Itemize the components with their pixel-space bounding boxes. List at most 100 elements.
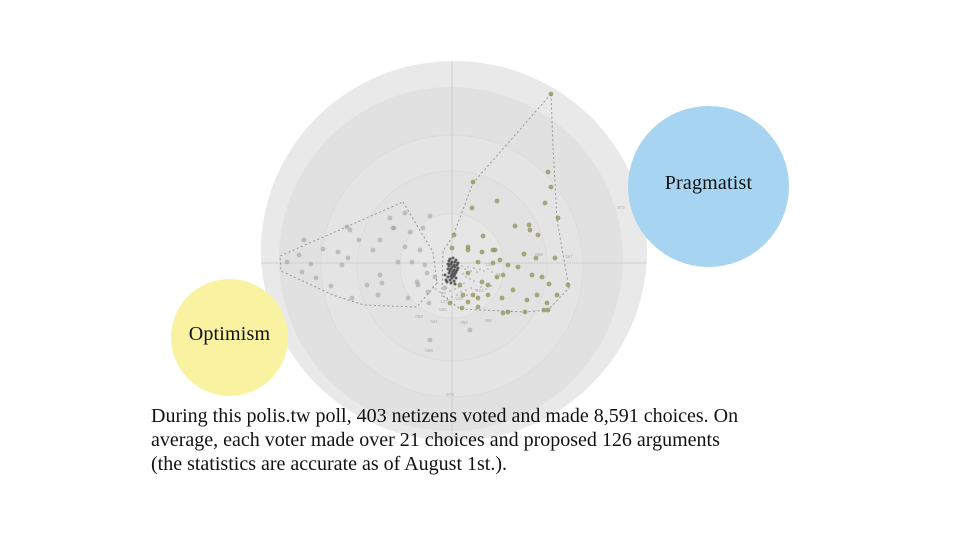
- pragmatist-participants-point: [485, 282, 491, 288]
- core-halo-point: [487, 268, 489, 270]
- pragmatist-participants-point: [449, 245, 455, 251]
- pragmatist-participants-point: [465, 299, 471, 305]
- dense-core-cluster-point: [449, 281, 453, 285]
- core-halo-point: [479, 268, 481, 270]
- core-halo-point: [446, 297, 448, 299]
- pragmatist-participants-point: [526, 222, 532, 228]
- dense-core-cluster-point: [447, 259, 451, 263]
- dense-core-cluster-point: [453, 265, 457, 269]
- dense-core-cluster-point: [455, 263, 459, 267]
- dense-core-cluster-point: [449, 262, 453, 266]
- core-halo-point: [490, 285, 492, 287]
- core-halo-point: [451, 296, 453, 298]
- pragmatist-participants-point: [505, 262, 511, 268]
- optimism-participants-point: [375, 292, 381, 298]
- micro-label: 098: [425, 348, 433, 353]
- optimism-participants-point: [284, 259, 290, 265]
- micro-label: 234: [495, 272, 503, 277]
- optimism-participants-point: [417, 247, 423, 253]
- core-halo-point: [463, 282, 465, 284]
- dense-core-cluster-point: [452, 274, 456, 278]
- pragmatist-participants-point: [497, 257, 503, 263]
- pragmatist-label: Pragmatist: [664, 171, 753, 194]
- pragmatist-participants-point: [548, 91, 554, 97]
- micro-label: 258: [484, 318, 492, 323]
- dense-core-cluster-point: [454, 276, 458, 280]
- optimism-participants-point: [370, 247, 376, 253]
- dense-core-cluster-point: [446, 267, 450, 271]
- pragmatist-participants-point: [460, 292, 466, 298]
- caption-line-1: During this polis.tw poll, 403 netizens …: [151, 405, 739, 427]
- pragmatist-participants-point: [494, 198, 500, 204]
- pragmatist-participants-point: [512, 223, 518, 229]
- pragmatist-participants-point: [475, 304, 481, 310]
- dense-core-cluster-point: [451, 256, 455, 260]
- optimism-participants-point: [467, 327, 473, 333]
- caption-line-3: (the statistics are accurate as of Augus…: [151, 453, 507, 475]
- pragmatist-participants-point: [475, 295, 481, 301]
- core-halo-point: [473, 267, 475, 269]
- pragmatist-participants-point: [524, 297, 530, 303]
- pragmatist-bubble: Pragmatist: [628, 106, 789, 267]
- pragmatist-participants-point: [545, 169, 551, 175]
- core-halo-point: [485, 288, 487, 290]
- pragmatist-participants-point: [470, 292, 476, 298]
- optimism-participants-point: [344, 224, 350, 230]
- core-halo-point: [460, 291, 462, 293]
- optimism-participants-point: [379, 280, 385, 286]
- core-halo-point: [441, 295, 443, 297]
- pragmatist-participants-point: [500, 272, 506, 278]
- pragmatist-participants-point: [546, 281, 552, 287]
- micro-label: 868: [535, 252, 543, 257]
- pragmatist-participants-point: [533, 255, 539, 261]
- optimism-participants-point: [387, 215, 393, 221]
- optimism-participants-point: [407, 229, 413, 235]
- optimism-participants-point: [296, 252, 302, 258]
- micro-label: 367: [565, 254, 573, 259]
- pragmatist-participants-point: [544, 300, 550, 306]
- pragmatist-participants-point: [565, 282, 571, 288]
- optimism-participants-point: [405, 295, 411, 301]
- core-halo-point: [436, 282, 438, 284]
- optimism-participants-point: [427, 213, 433, 219]
- core-halo-point: [464, 268, 466, 270]
- pragmatist-participants-point: [465, 270, 471, 276]
- core-halo-point: [449, 290, 451, 292]
- micro-label: 104: [476, 288, 484, 293]
- pragmatist-participants-point: [548, 184, 554, 190]
- dense-core-cluster-point: [453, 282, 457, 286]
- core-halo-point: [461, 265, 463, 267]
- optimism-participants-point: [426, 300, 432, 306]
- core-halo-point: [473, 280, 475, 282]
- pragmatist-participants-point: [521, 251, 527, 257]
- pragmatist-participants-point: [552, 255, 558, 261]
- optimism-participants-point: [390, 225, 396, 231]
- optimism-participants-point: [395, 259, 401, 265]
- optimism-label: Optimism: [188, 322, 271, 345]
- optimism-participants-point: [328, 283, 334, 289]
- pragmatist-participants-point: [485, 292, 491, 298]
- pragmatist-participants-point: [451, 232, 457, 238]
- pragmatist-participants-point: [490, 247, 496, 253]
- micro-label: 546: [455, 296, 463, 301]
- core-halo-point: [467, 266, 469, 268]
- dense-core-cluster-point: [448, 278, 452, 282]
- core-halo-point: [435, 288, 437, 290]
- core-halo-point: [454, 288, 456, 290]
- pragmatist-participants-point: [490, 260, 496, 266]
- dense-core-cluster-point: [443, 273, 447, 277]
- pragmatist-participants-point: [545, 307, 551, 313]
- pragmatist-participants-point: [469, 205, 475, 211]
- core-halo-point: [461, 296, 463, 298]
- optimism-participants-point: [424, 270, 430, 276]
- core-halo-point: [465, 276, 467, 278]
- micro-label: 973: [617, 205, 625, 210]
- core-halo-point: [432, 286, 434, 288]
- pragmatist-participants-point: [479, 249, 485, 255]
- micro-label: 062: [460, 320, 468, 325]
- optimism-participants-point: [402, 210, 408, 216]
- optimism-participants-point: [345, 255, 351, 261]
- optimism-participants-point: [402, 244, 408, 250]
